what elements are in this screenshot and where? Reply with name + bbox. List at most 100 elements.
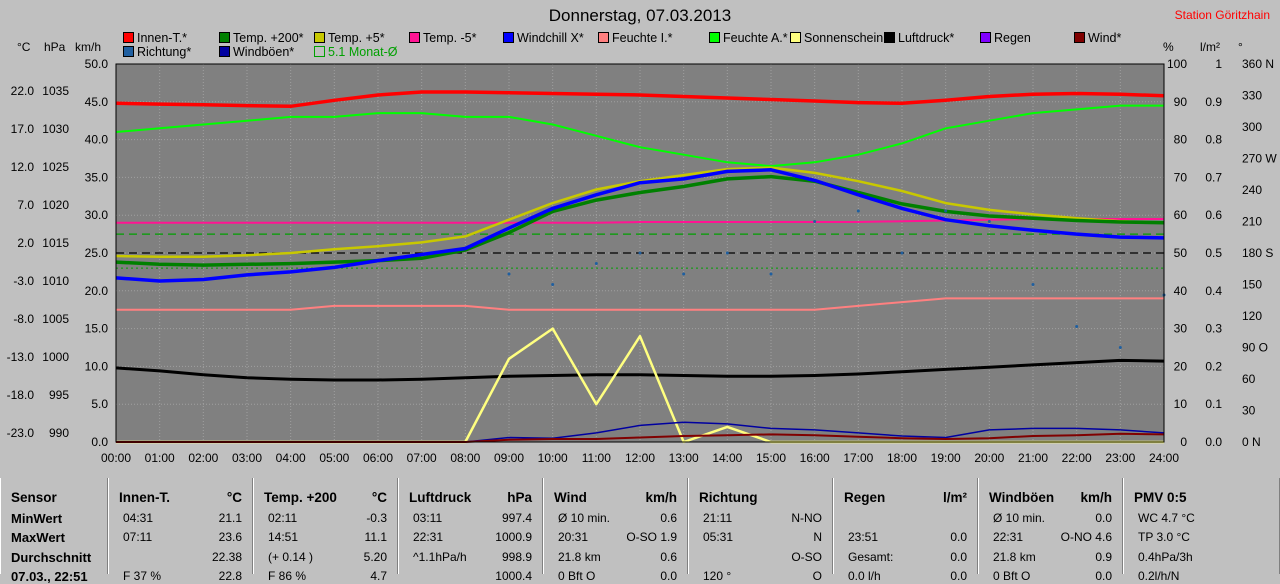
summary-panel: Wind km/h Ø 10 min. 0.6 20:31 O-SO 1.9 21.8 km… bbox=[543, 478, 688, 583]
legend-swatch bbox=[884, 32, 895, 43]
tick-label-humidity: 60 bbox=[1174, 208, 1188, 222]
legend-item: Richtung* bbox=[123, 45, 191, 59]
legend-label: Luftdruck* bbox=[898, 31, 955, 45]
tick-label-time: 06:00 bbox=[363, 451, 393, 465]
tick-label-time: 10:00 bbox=[538, 451, 568, 465]
legend-item: Luftdruck* bbox=[884, 31, 954, 45]
cell-time: Ø 10 min. bbox=[558, 511, 611, 525]
legend-label: Temp. -5* bbox=[423, 31, 477, 45]
tick-label-time: 07:00 bbox=[407, 451, 437, 465]
tick-label-wind: 10.0 bbox=[85, 359, 109, 373]
cell-value: 0.0 bbox=[1095, 569, 1112, 583]
legend-item: Windböen* bbox=[219, 45, 294, 59]
tick-label-pressure: 1020 bbox=[42, 198, 69, 212]
cell-value: 0.6 bbox=[660, 511, 677, 525]
cell-time: F 86 % bbox=[268, 569, 307, 583]
cell-value: O-NO 4.6 bbox=[1060, 530, 1112, 544]
cell-time: 02:11 bbox=[268, 511, 298, 525]
cell-value: 4.7 bbox=[370, 569, 387, 583]
tick-label-pressure: 1000 bbox=[42, 350, 69, 364]
tick-label-rain: 0.2 bbox=[1205, 359, 1222, 373]
series-line bbox=[115, 90, 1165, 109]
panel-header: Regen bbox=[844, 490, 886, 505]
legend-label: Innen-T.* bbox=[137, 31, 188, 45]
legend-item: Wind* bbox=[1074, 31, 1121, 45]
tick-label-temp: -18.0 bbox=[7, 388, 35, 402]
tick-label-time: 15:00 bbox=[756, 451, 786, 465]
legend-swatch bbox=[123, 32, 134, 43]
axis-header-kmh: km/h bbox=[75, 40, 102, 54]
cell-time: 04:31 bbox=[123, 511, 154, 525]
legend-item: Innen-T.* bbox=[123, 31, 187, 45]
panel-unit: °C bbox=[371, 490, 387, 505]
cell-time: (+ 0.14 ) bbox=[268, 550, 314, 564]
row-label: MaxWert bbox=[11, 530, 65, 545]
cell-value: O-SO bbox=[791, 550, 822, 564]
cell-time: 0.0 l/h bbox=[848, 569, 881, 583]
cell-time: F 37 % bbox=[123, 569, 162, 583]
legend-item: Temp. +5* bbox=[314, 31, 385, 45]
tick-label-wind: 0.0 bbox=[91, 435, 108, 449]
series-line bbox=[115, 358, 1165, 382]
axis-header-degree: ° bbox=[1238, 40, 1243, 54]
legend-swatch bbox=[219, 46, 230, 57]
tick-label-humidity: 50 bbox=[1174, 246, 1188, 260]
tick-label-humidity: 0 bbox=[1180, 435, 1187, 449]
tick-label-wind: 50.0 bbox=[85, 57, 109, 71]
tick-label-humidity: 90 bbox=[1174, 95, 1188, 109]
legend-swatch bbox=[980, 32, 991, 43]
cell-time: 21.8 km bbox=[558, 550, 601, 564]
legend-label: 5.1 Monat-Ø bbox=[328, 45, 398, 59]
legend-label: Feuchte I.* bbox=[612, 31, 673, 45]
cell-value: 997.4 bbox=[501, 511, 532, 525]
tick-label-direction: 60 bbox=[1242, 372, 1256, 386]
cell-time: 20:31 bbox=[558, 530, 589, 544]
legend-label: Windböen* bbox=[233, 45, 295, 59]
tick-label-direction: 30 bbox=[1242, 404, 1256, 418]
legend-swatch bbox=[314, 46, 325, 57]
cell-time: 0.2l/h/N bbox=[1138, 569, 1180, 583]
cell-time: 0 Bft O bbox=[993, 569, 1031, 583]
legend-label: Wind* bbox=[1088, 31, 1122, 45]
legend-label: Windchill X* bbox=[517, 31, 584, 45]
tick-label-time: 24:00 bbox=[1149, 451, 1179, 465]
tick-label-wind: 35.0 bbox=[85, 170, 109, 184]
cell-time: 0 Bft O bbox=[558, 569, 596, 583]
tick-label-temp: 2.0 bbox=[17, 236, 34, 250]
cell-value: 21.1 bbox=[218, 511, 242, 525]
legend-item: Sonnenschein bbox=[790, 31, 883, 45]
tick-label-wind: 20.0 bbox=[85, 284, 109, 298]
tick-label-temp: 22.0 bbox=[11, 84, 35, 98]
cell-value: 0.0 bbox=[950, 569, 967, 583]
legend-label: Temp. +200* bbox=[233, 31, 304, 45]
legend-label: Richtung* bbox=[137, 45, 192, 59]
tick-label-rain: 0.6 bbox=[1205, 208, 1222, 222]
panel-header: Innen-T. bbox=[119, 490, 170, 505]
tick-label-direction: 210 bbox=[1242, 215, 1262, 229]
cell-value: 0.0 bbox=[950, 530, 967, 544]
tick-label-time: 05:00 bbox=[319, 451, 349, 465]
row-label: 07.03., 22:51 bbox=[11, 569, 88, 584]
tick-label-time: 16:00 bbox=[800, 451, 830, 465]
series-line bbox=[116, 297, 1164, 311]
weather-chart: 22.0 17.0 12.0 7.0 2.0 -3.0 -8.0 -13.0 -18.0 -23.… bbox=[7, 57, 1278, 465]
summary-panel: Luftdruck hPa 03:11 997.4 22:31 1000.9 ^1.1hPa… bbox=[398, 478, 543, 583]
row-label: Durchschnitt bbox=[11, 550, 92, 565]
cell-value: O-SO 1.9 bbox=[626, 530, 677, 544]
tick-label-pressure: 1035 bbox=[42, 84, 69, 98]
summary-panel: Richtung 21:11 N-NO 05:31 N O-SO 120 ° O bbox=[688, 478, 833, 583]
summary-panel: Temp. +200 °C 02:11 -0.3 14:51 11.1 (+ 0.14 ) 5… bbox=[253, 478, 398, 583]
direction-point bbox=[594, 262, 598, 265]
direction-point bbox=[1118, 346, 1122, 349]
cell-value: 998.9 bbox=[501, 550, 532, 564]
legend-item: Regen bbox=[980, 31, 1031, 45]
tick-label-rain: 0.3 bbox=[1205, 322, 1222, 336]
cell-value: 0.0 bbox=[950, 550, 967, 564]
direction-point bbox=[638, 251, 642, 255]
tick-label-rain: 0.8 bbox=[1205, 133, 1222, 147]
cell-value: 0.6 bbox=[660, 550, 677, 564]
summary-panel: PMV 0:5 WC 4.7 °C TP 3.0 °C 0.4hPa/3h 0.2l/h… bbox=[1123, 478, 1280, 583]
tick-label-rain: 0.5 bbox=[1205, 246, 1222, 260]
tick-label-direction: 270 W bbox=[1242, 152, 1277, 166]
tick-label-pressure: 1025 bbox=[42, 160, 69, 174]
